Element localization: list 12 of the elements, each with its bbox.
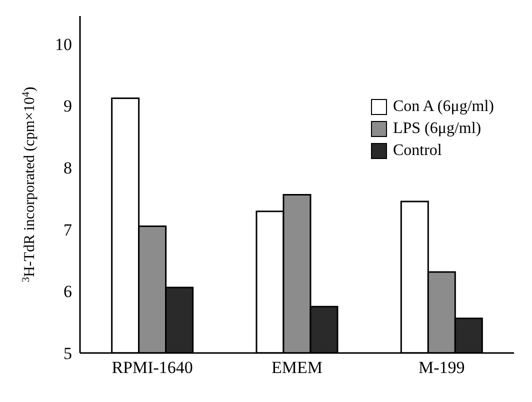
y-tick-label: 10 xyxy=(55,34,72,54)
y-tick-label: 6 xyxy=(64,282,72,302)
x-tick-label: RPMI-1640 xyxy=(112,358,193,378)
legend-label: Con A (6μg/ml) xyxy=(392,97,494,117)
x-tick-label: EMEM xyxy=(272,358,322,378)
y-tick-label: 5 xyxy=(64,344,72,364)
x-tick-label: M-199 xyxy=(418,358,465,378)
legend-label: LPS (6μg/ml) xyxy=(392,119,482,139)
y-tick-label: 8 xyxy=(64,158,72,178)
y-tick-label: 7 xyxy=(64,220,72,240)
legend-label: Control xyxy=(392,141,442,161)
y-tick-label: 9 xyxy=(64,96,72,116)
